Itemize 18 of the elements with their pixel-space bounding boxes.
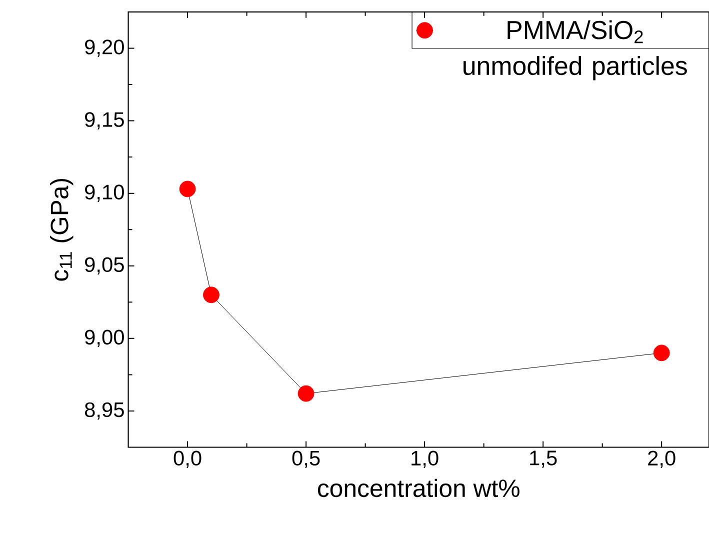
y-tick-label: 9,20 [85,40,124,57]
y-tick-label: 9,05 [85,257,124,275]
x-tick-label: 0,5 [292,450,320,468]
legend-label: PMMA/SiO$_{2}$ unmodifed particles [464,20,687,80]
y-tick-label: 9,10 [85,184,124,202]
y-axis-title: c$_{11}$ (GPa) [50,178,74,281]
x-tick-label: 2,0 [648,450,676,468]
point [179,180,196,198]
y-tick-label: 9,15 [85,112,124,130]
point [203,286,220,304]
x-tick-label: 1,0 [412,450,438,468]
x-tick-label: 0,0 [174,450,202,468]
x-axis-title: concentration wt% [318,478,520,498]
x-tick-label: 1,5 [530,450,557,468]
y-tick-label: 8,95 [84,402,124,420]
y-tick-label: 9,00 [85,330,124,348]
point [298,385,314,402]
point [653,344,670,362]
